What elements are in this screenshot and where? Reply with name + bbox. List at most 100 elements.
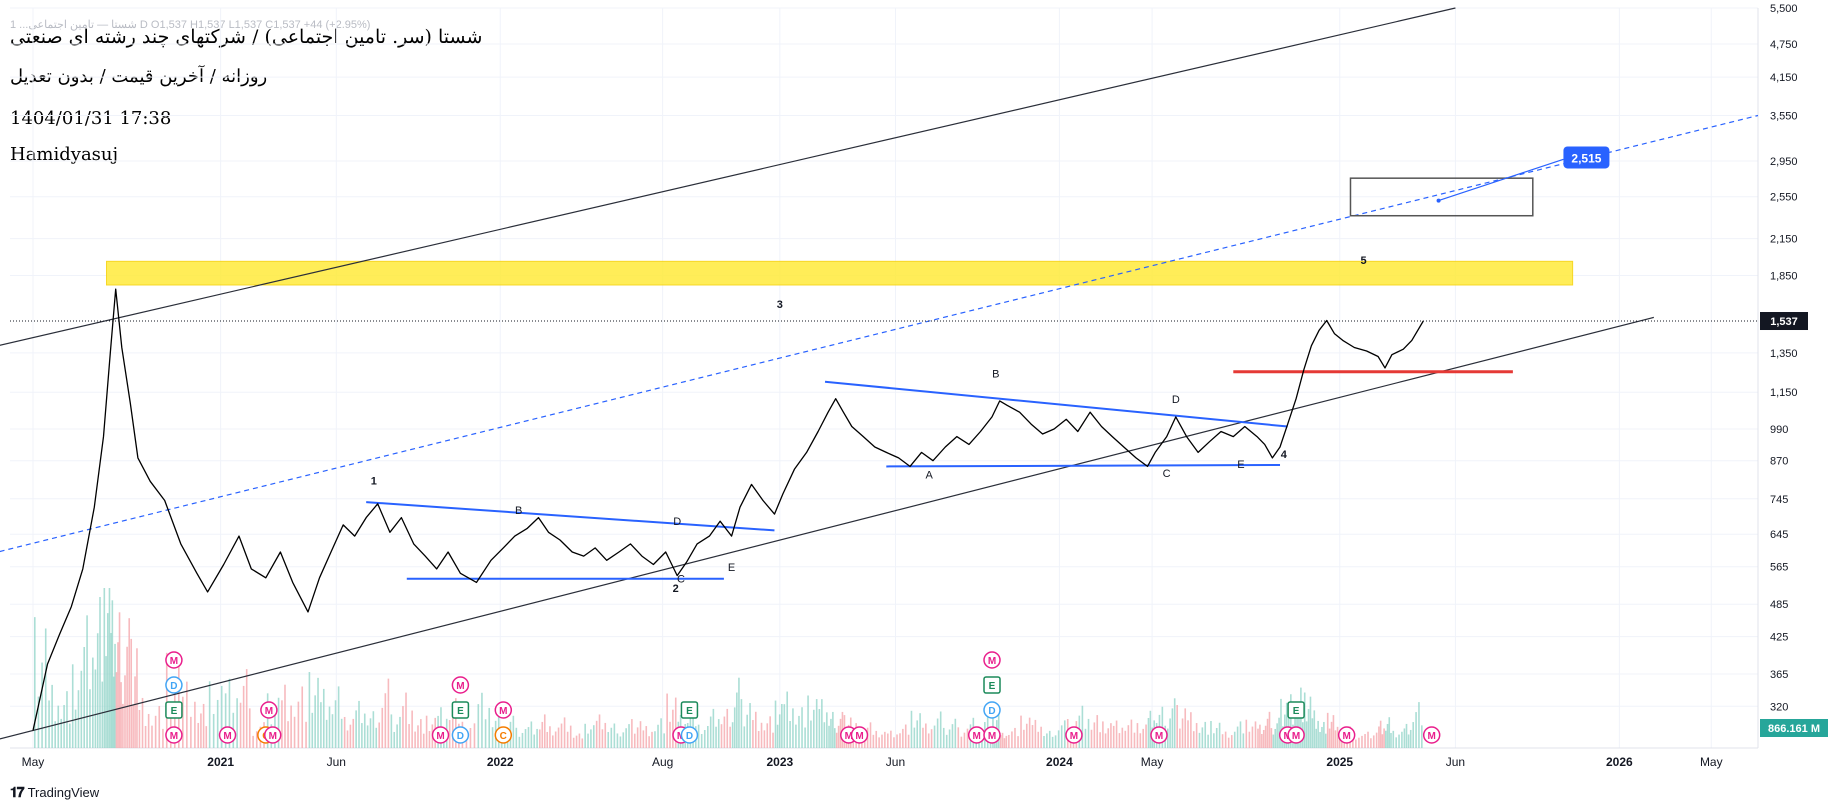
- volume-bar: [1334, 730, 1337, 748]
- volume-bar: [366, 725, 369, 748]
- volume-bar: [86, 615, 88, 748]
- volume-bar: [255, 731, 258, 748]
- event-earnings-icon: [1287, 701, 1305, 719]
- volume-bar: [1309, 696, 1312, 748]
- volume-bar: [208, 681, 211, 748]
- volume-bar: [114, 643, 116, 748]
- event-m-icon: [218, 726, 237, 744]
- volume-bar: [1112, 725, 1115, 748]
- volume-bar: [322, 688, 325, 748]
- volume-bar: [1099, 732, 1101, 748]
- volume-bar: [717, 719, 720, 748]
- volume-bar: [828, 725, 830, 748]
- volume-bar: [672, 709, 674, 748]
- volume-bar: [220, 685, 223, 748]
- volume-bar: [566, 731, 569, 748]
- event-m-icon: [1065, 726, 1083, 744]
- event-marker-label: M: [1070, 731, 1078, 742]
- volume-bar: [554, 731, 557, 748]
- volume-bar: [766, 723, 769, 748]
- volume-bar: [619, 736, 622, 748]
- volume-bar: [781, 704, 783, 748]
- resistance-zone-layer[interactable]: [106, 260, 1574, 286]
- x-tick-label: May: [22, 755, 45, 769]
- volume-bar: [807, 695, 809, 748]
- volume-bar: [1087, 718, 1090, 748]
- volume-bar: [372, 711, 375, 748]
- volume-bar: [1051, 736, 1054, 748]
- volume-bar: [578, 733, 581, 748]
- volume-bar: [1262, 729, 1265, 748]
- volume-bar: [733, 707, 736, 748]
- event-marker-label: E: [989, 681, 996, 692]
- volume-bar: [136, 648, 138, 748]
- event-marker-label: M: [170, 731, 178, 742]
- volume-bar: [572, 737, 575, 748]
- volume-bar: [63, 705, 65, 748]
- event-m-icon: [1150, 726, 1168, 744]
- volume-bar: [601, 729, 604, 748]
- event-marker-label: C: [500, 731, 507, 742]
- volume-bar: [228, 678, 231, 748]
- event-earnings-icon: [680, 701, 699, 719]
- volume-bar: [1266, 718, 1269, 748]
- volume-bar: [563, 717, 566, 748]
- volume-bar: [1176, 705, 1178, 748]
- volume-bar: [80, 670, 83, 748]
- volume-bar: [141, 697, 144, 748]
- volume-bar: [190, 716, 192, 748]
- volume-bar: [1323, 721, 1325, 748]
- volume-bar: [512, 715, 515, 748]
- volume-bar: [1401, 731, 1403, 748]
- volume-bar: [1355, 739, 1357, 748]
- event-marker-label: M: [1342, 731, 1350, 742]
- target-price-badge: [1563, 146, 1610, 169]
- volume-bar: [902, 728, 904, 748]
- x-tick-label: 2024: [1046, 755, 1073, 769]
- pattern-label: B: [992, 369, 999, 381]
- volume-bar: [202, 703, 205, 748]
- volume-bar: [182, 696, 184, 748]
- event-m-icon: [263, 726, 282, 744]
- volume-bar: [960, 736, 963, 748]
- volume-bar: [810, 720, 812, 748]
- volume-bar: [1121, 727, 1124, 748]
- y-tick-label: 1,350: [1770, 348, 1798, 360]
- event-m-icon: [983, 726, 1001, 744]
- volume-bar: [697, 724, 700, 748]
- volume-bar: [99, 597, 101, 748]
- volume-bar: [112, 676, 115, 748]
- volume-bar: [477, 704, 480, 748]
- volume-bar: [723, 716, 726, 748]
- volume-bar: [887, 733, 889, 748]
- tradingview-brand[interactable]: 𝟏𝟕 TradingView: [10, 784, 99, 801]
- event-marker-label: M: [499, 706, 507, 717]
- y-tick-label: 5,500: [1770, 3, 1798, 15]
- pattern-label: C: [1163, 468, 1171, 480]
- volume-bar: [1145, 724, 1147, 748]
- volume-bar: [414, 731, 416, 748]
- volume-bar: [1115, 720, 1118, 748]
- volume-bar: [115, 672, 118, 748]
- pattern-label: D: [1172, 394, 1180, 406]
- volume-bar: [878, 737, 880, 748]
- volume-bar: [1147, 717, 1150, 748]
- volume-bar: [881, 734, 883, 748]
- volume-bar: [186, 681, 188, 748]
- pattern-label: D: [673, 516, 681, 528]
- volume-bar: [557, 727, 560, 748]
- event-markers[interactable]: MEDMMCMMMDEMCMMDEMMMMDEMMMMMEMM: [165, 651, 1441, 744]
- volume-bar: [340, 718, 343, 748]
- drawing-lines[interactable]: [0, 7, 1759, 748]
- wave-label: 5: [1360, 255, 1366, 267]
- x-tick-label: Jun: [1446, 755, 1465, 769]
- event-d-icon: [680, 726, 699, 744]
- volume-bar: [1398, 734, 1400, 748]
- volume-bar: [194, 701, 196, 748]
- volume-bar: [963, 732, 966, 748]
- volume-bar: [83, 647, 86, 748]
- volume-bar: [469, 727, 472, 748]
- target-price-label: 2,515: [1571, 151, 1601, 165]
- volume-bar: [763, 730, 766, 748]
